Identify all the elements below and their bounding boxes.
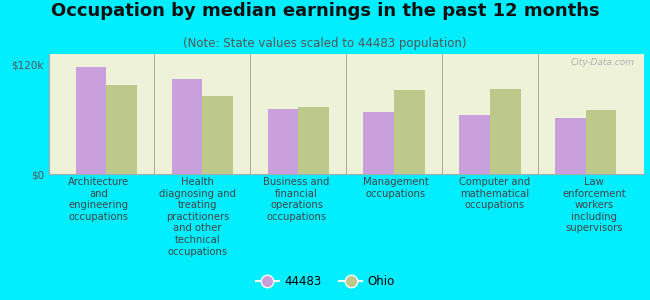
Bar <box>268 109 298 174</box>
Text: Computer and
mathematical
occupations: Computer and mathematical occupations <box>459 177 530 210</box>
Bar <box>586 110 616 174</box>
Text: Management
occupations: Management occupations <box>363 177 428 199</box>
Bar <box>555 118 586 174</box>
Text: Health
diagnosing and
treating
practitioners
and other
technical
occupations: Health diagnosing and treating practitio… <box>159 177 236 256</box>
Bar <box>460 115 490 174</box>
Text: Occupation by median earnings in the past 12 months: Occupation by median earnings in the pas… <box>51 2 599 20</box>
Text: Law
enforcement
workers
including
supervisors: Law enforcement workers including superv… <box>562 177 626 233</box>
Bar <box>172 79 202 174</box>
Text: (Note: State values scaled to 44483 population): (Note: State values scaled to 44483 popu… <box>183 38 467 50</box>
Bar <box>107 85 137 174</box>
Bar <box>298 107 329 174</box>
Legend: 44483, Ohio: 44483, Ohio <box>251 270 399 292</box>
Bar <box>76 67 107 174</box>
Bar <box>394 90 424 174</box>
Bar <box>202 96 233 174</box>
Text: City-Data.com: City-Data.com <box>571 58 634 67</box>
Bar <box>363 112 394 174</box>
Bar <box>490 88 521 174</box>
Text: Business and
financial
operations
occupations: Business and financial operations occupa… <box>263 177 330 222</box>
Text: Architecture
and
engineering
occupations: Architecture and engineering occupations <box>68 177 129 222</box>
